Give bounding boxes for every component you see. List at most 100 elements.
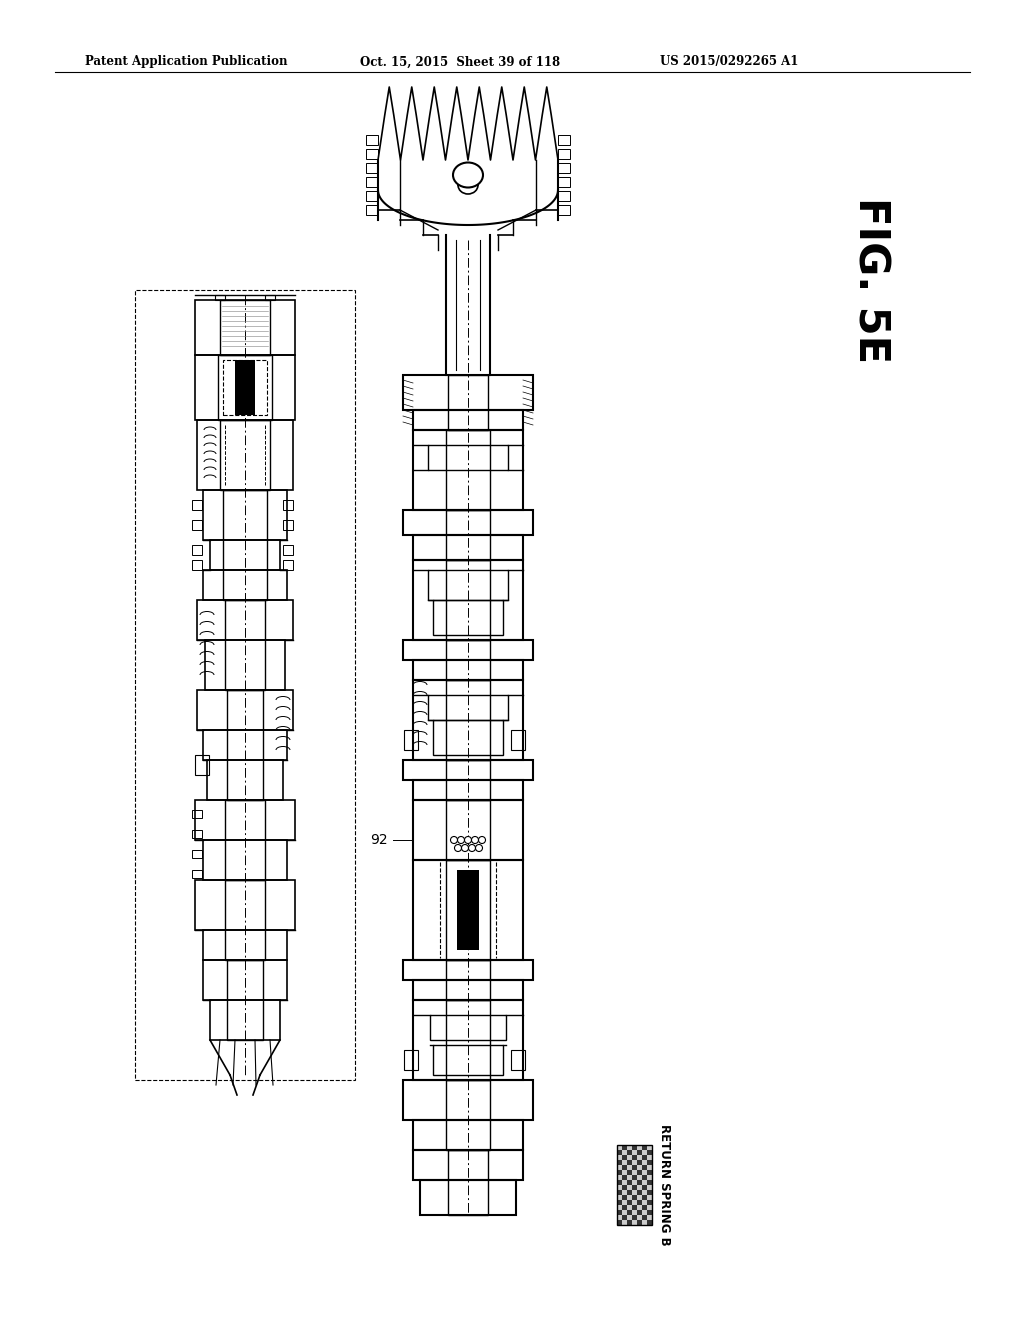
Bar: [647, 1210, 652, 1214]
Bar: [617, 1185, 622, 1191]
Bar: [193, 520, 202, 531]
Circle shape: [462, 845, 469, 851]
Bar: [617, 1210, 622, 1214]
Bar: [203, 570, 287, 601]
Bar: [647, 1205, 652, 1210]
Bar: [366, 191, 378, 201]
Bar: [193, 870, 202, 878]
Bar: [446, 560, 490, 640]
Bar: [234, 360, 255, 414]
Bar: [413, 1001, 523, 1080]
Bar: [617, 1166, 622, 1170]
Bar: [642, 1200, 647, 1205]
Bar: [511, 730, 525, 750]
Bar: [283, 500, 293, 510]
Bar: [413, 430, 523, 510]
Bar: [195, 300, 295, 355]
Bar: [627, 1166, 632, 1170]
Bar: [203, 840, 287, 880]
Bar: [403, 375, 534, 411]
Bar: [449, 375, 488, 430]
Bar: [627, 1170, 632, 1175]
Bar: [225, 601, 265, 690]
Bar: [627, 1180, 632, 1185]
Bar: [632, 1155, 637, 1160]
Bar: [622, 1150, 627, 1155]
Bar: [220, 420, 270, 490]
Bar: [223, 360, 267, 414]
Bar: [195, 800, 295, 840]
Circle shape: [469, 845, 475, 851]
Bar: [193, 850, 202, 858]
Bar: [627, 1205, 632, 1210]
Bar: [622, 1214, 627, 1220]
Bar: [404, 730, 418, 750]
Bar: [642, 1150, 647, 1155]
Circle shape: [471, 837, 478, 843]
Bar: [227, 960, 263, 1040]
Text: RETURN SPRING B: RETURN SPRING B: [658, 1125, 671, 1246]
Bar: [413, 560, 523, 640]
Bar: [647, 1175, 652, 1180]
Bar: [637, 1144, 642, 1150]
Bar: [632, 1191, 637, 1195]
Bar: [617, 1155, 622, 1160]
Bar: [637, 1200, 642, 1205]
Circle shape: [465, 837, 471, 843]
Bar: [627, 1220, 632, 1225]
Bar: [203, 730, 287, 760]
Bar: [642, 1191, 647, 1195]
Text: Patent Application Publication: Patent Application Publication: [85, 55, 288, 69]
Bar: [403, 510, 534, 535]
Bar: [642, 1175, 647, 1180]
Bar: [210, 1001, 280, 1040]
Bar: [449, 1150, 488, 1214]
Bar: [637, 1155, 642, 1160]
Bar: [446, 800, 490, 861]
Circle shape: [475, 845, 482, 851]
Bar: [617, 1205, 622, 1210]
Bar: [622, 1160, 627, 1166]
Bar: [632, 1160, 637, 1166]
Bar: [617, 1175, 622, 1180]
Circle shape: [451, 837, 458, 843]
Bar: [642, 1144, 647, 1150]
Bar: [558, 177, 570, 187]
Bar: [207, 760, 283, 800]
Bar: [632, 1175, 637, 1180]
Bar: [403, 760, 534, 780]
Bar: [366, 162, 378, 173]
Bar: [446, 1080, 490, 1150]
Bar: [622, 1166, 627, 1170]
Bar: [637, 1175, 642, 1180]
Bar: [210, 540, 280, 570]
Bar: [283, 560, 293, 570]
Bar: [647, 1191, 652, 1195]
Bar: [627, 1191, 632, 1195]
Bar: [622, 1220, 627, 1225]
Bar: [446, 640, 490, 680]
Bar: [632, 1205, 637, 1210]
Bar: [637, 1195, 642, 1200]
Bar: [627, 1185, 632, 1191]
Bar: [642, 1160, 647, 1166]
Bar: [215, 294, 225, 300]
Bar: [647, 1180, 652, 1185]
Bar: [225, 800, 265, 880]
Bar: [366, 205, 378, 215]
Bar: [627, 1155, 632, 1160]
Bar: [404, 1049, 418, 1071]
Bar: [403, 640, 534, 660]
Bar: [632, 1150, 637, 1155]
Bar: [197, 690, 293, 730]
Bar: [647, 1155, 652, 1160]
Bar: [193, 500, 202, 510]
Bar: [617, 1180, 622, 1185]
Bar: [433, 719, 503, 755]
Text: US 2015/0292265 A1: US 2015/0292265 A1: [660, 55, 799, 69]
Bar: [637, 1180, 642, 1185]
Bar: [413, 1119, 523, 1150]
Bar: [622, 1191, 627, 1195]
Bar: [413, 800, 523, 861]
Bar: [632, 1200, 637, 1205]
